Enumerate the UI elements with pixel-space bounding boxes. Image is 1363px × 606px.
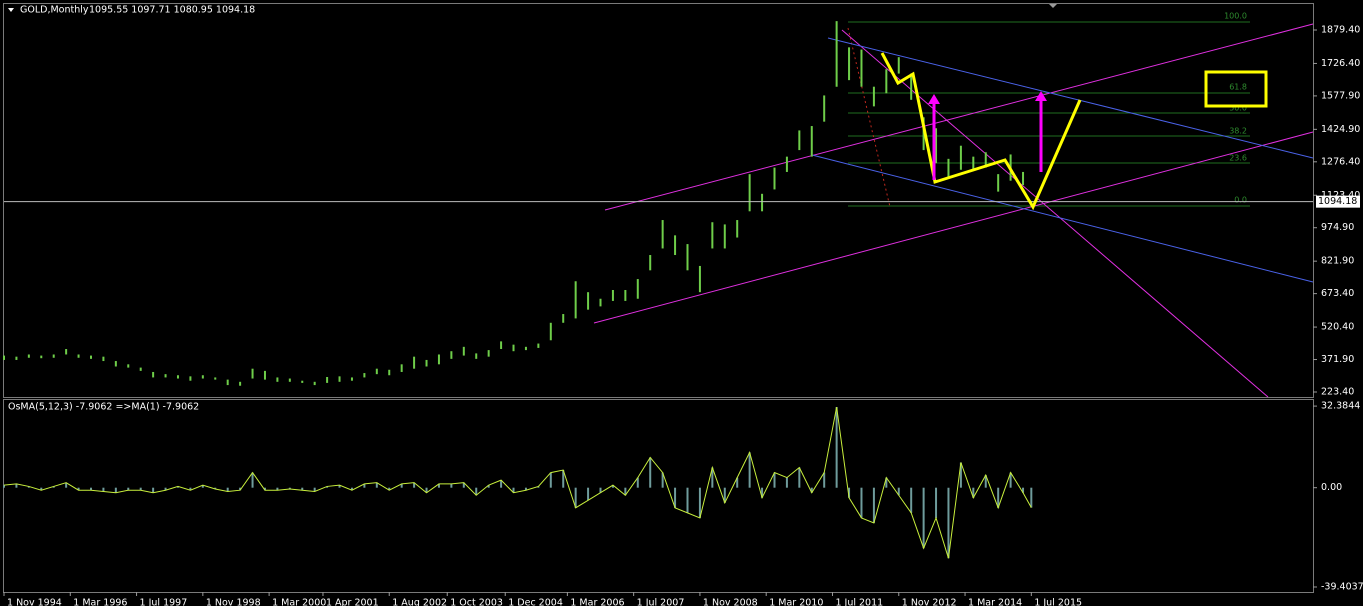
- x-tick-label: 1 Oct 2003: [450, 598, 503, 606]
- arrow-head: [1035, 91, 1047, 101]
- y-tick-label: 32.3844: [1321, 401, 1360, 412]
- channel-lines: [593, 23, 1314, 398]
- x-tick-label: 1 Mar 2014: [968, 598, 1022, 606]
- menu-triangle: [8, 8, 14, 12]
- fib-label: 0.0: [1234, 196, 1247, 205]
- x-tick-label: 1 Nov 1994: [7, 598, 62, 606]
- drawings: 100.0 61.8 50.0 38.2 23.6 0.0 GOLD,Month…: [8, 4, 1314, 413]
- osma-line: [3, 406, 1032, 559]
- x-tick-label: 1 Nov 1998: [206, 598, 261, 606]
- last-price-box: [1316, 195, 1360, 208]
- shift-marker: [1049, 4, 1057, 8]
- fib-label: 23.6: [1229, 154, 1247, 163]
- fib-label: 61.8: [1229, 83, 1247, 92]
- y-tick-label: -39.4037: [1321, 581, 1363, 592]
- y-tick-label: 223.40: [1321, 386, 1354, 397]
- x-tick-label: 1 Jul 1997: [140, 598, 188, 606]
- fib-levels: [848, 21, 1250, 207]
- y-tick-label: 1276.40: [1321, 156, 1360, 167]
- x-tick-label: 1 Jul 2015: [1034, 598, 1082, 606]
- y-tick-label: 520.40: [1321, 322, 1354, 333]
- x-tick-label: 1 Mar 2000: [272, 598, 326, 606]
- magenta-diagonal: [841, 29, 1269, 398]
- y-tick-label: 1577.90: [1321, 90, 1360, 101]
- blue-channel-bottom: [811, 154, 1314, 283]
- x-tick-label: 1 Aug 2002: [392, 598, 447, 606]
- frames: [3, 3, 1314, 593]
- indicator-panel-frame: [3, 399, 1314, 593]
- indicator-title: OsMA(5,12,3) -7.9062 =>MA(1) -7.9062: [8, 402, 199, 413]
- y-tick-label: 371.90: [1321, 354, 1354, 365]
- y-tick-label: 1123.40: [1321, 190, 1360, 201]
- x-tick-label: 1 Mar 2006: [570, 598, 624, 606]
- y-tick-label: 1726.40: [1321, 58, 1360, 69]
- symbol-title: GOLD,Monthly: [20, 5, 89, 16]
- arrow-head: [928, 94, 940, 104]
- x-tick-label: 1 Dec 2004: [508, 598, 563, 606]
- y-tick-label: 974.90: [1321, 222, 1354, 233]
- x-tick-label: 1 Jul 2011: [835, 598, 883, 606]
- magenta-channel-top: [604, 23, 1314, 211]
- blue-channel-top: [827, 37, 1314, 159]
- yellow-zigzag: [880, 52, 1082, 211]
- last-price-label: 1094.18: [1318, 196, 1357, 207]
- y-tick-label: 1879.40: [1321, 24, 1360, 35]
- price-panel-frame: [3, 3, 1314, 398]
- fib-label: 38.2: [1229, 127, 1247, 136]
- yellow-box: [1204, 70, 1268, 108]
- fib-label: 100.0: [1224, 12, 1247, 21]
- x-tick-label: 1 Apr 2001: [326, 598, 379, 606]
- x-tick-label: 1 Mar 1996: [73, 598, 127, 606]
- y-tick-label: 673.40: [1321, 288, 1354, 299]
- arrows: [928, 91, 1047, 180]
- price-layer: 1879.40 1726.40 1577.90 1424.90 1276.40 1123.…: [3, 21, 1363, 606]
- y-tick-label: 821.90: [1321, 256, 1354, 267]
- overlay: [880, 52, 1268, 211]
- x-tick-label: 1 Nov 2012: [902, 598, 957, 606]
- x-tick-label: 1 Jul 2007: [637, 598, 685, 606]
- ohlc-values: 1095.55 1097.71 1080.95 1094.18: [89, 5, 255, 16]
- y-tick-label: 0.00: [1321, 482, 1342, 493]
- fib-label: 50.0: [1229, 104, 1247, 113]
- y-tick-label: 1424.90: [1321, 124, 1360, 135]
- red-trend-line: [847, 27, 891, 208]
- x-tick-label: 1 Mar 2010: [769, 598, 823, 606]
- magenta-channel-bottom: [593, 131, 1314, 324]
- x-tick-label: 1 Nov 2008: [703, 598, 758, 606]
